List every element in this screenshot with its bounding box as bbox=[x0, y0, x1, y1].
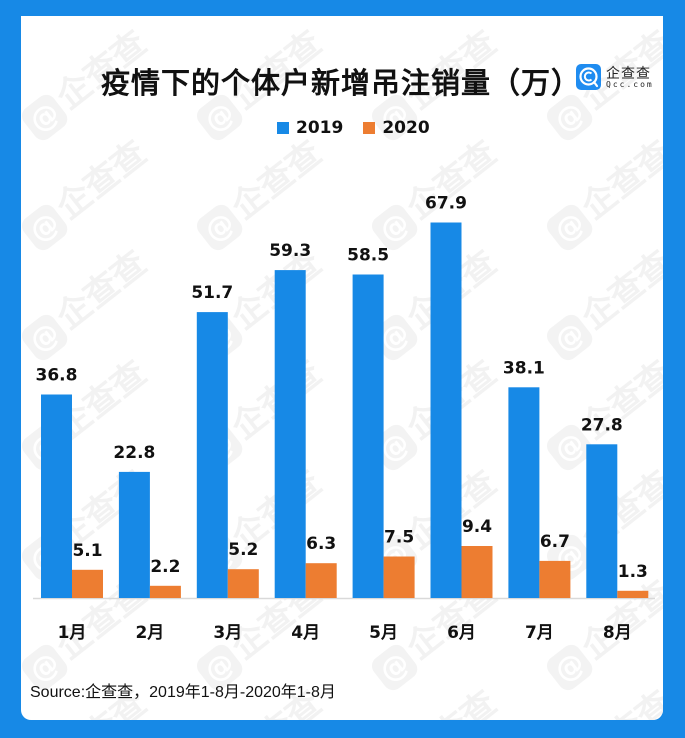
data-label-2020-5: 7.5 bbox=[384, 528, 414, 548]
bar-2019-3 bbox=[196, 312, 228, 598]
bar-2020-4 bbox=[305, 563, 337, 598]
data-label-2019-3: 51.7 bbox=[191, 283, 233, 303]
data-label-2020-8: 1.3 bbox=[618, 562, 648, 582]
x-tick-label: 4月 bbox=[291, 623, 320, 643]
bar-2019-8 bbox=[586, 444, 618, 598]
source-note: Source:企查查，2019年1-8月-2020年1-8月 bbox=[30, 684, 336, 701]
x-tick-label: 5月 bbox=[369, 623, 398, 643]
bar-2020-1 bbox=[72, 569, 103, 598]
bar-2019-6 bbox=[430, 222, 462, 598]
legend-label-2019: 2019 bbox=[296, 118, 344, 138]
x-tick-label: 1月 bbox=[58, 623, 87, 643]
x-tick-label: 7月 bbox=[525, 623, 554, 643]
data-label-2020-6: 9.4 bbox=[462, 517, 492, 537]
bar-2019-7 bbox=[508, 387, 540, 598]
bar-2019-5 bbox=[352, 274, 384, 598]
bar-chart: 36.8 5.1 1月 22.8 2.2 2月 51.7 5.2 3月 59.3 6.3 4月 58.5… bbox=[33, 194, 655, 643]
bar-2020-8 bbox=[617, 590, 649, 598]
data-label-2020-4: 6.3 bbox=[306, 534, 336, 554]
data-label-2019-5: 58.5 bbox=[347, 246, 389, 266]
data-label-2020-3: 5.2 bbox=[228, 540, 258, 560]
x-tick-label: 2月 bbox=[135, 623, 164, 643]
data-label-2020-2: 2.2 bbox=[150, 557, 180, 577]
chart-legend: 2019 2020 bbox=[277, 118, 450, 138]
chart-title: 疫情下的个体户新增吊注销量（万） bbox=[101, 66, 582, 100]
x-tick-label: 3月 bbox=[213, 623, 242, 643]
legend-swatch-2020 bbox=[363, 122, 376, 134]
data-label-2019-2: 22.8 bbox=[113, 443, 155, 463]
data-label-2020-7: 6.7 bbox=[540, 532, 570, 552]
brand-logo: 企查查 Qcc.com bbox=[576, 64, 663, 92]
x-tick-label: 6月 bbox=[447, 623, 476, 643]
data-label-2019-4: 59.3 bbox=[269, 241, 311, 261]
x-tick-label: 8月 bbox=[603, 623, 632, 643]
bar-2019-1 bbox=[41, 394, 72, 598]
bar-2020-2 bbox=[149, 585, 181, 598]
bar-2020-5 bbox=[383, 556, 415, 598]
chart-panel: @企查查@企查查@企查查@企查查@企查查@企查查@企查查@企查查@企查查@企查查… bbox=[21, 16, 663, 720]
qcc-logo-icon bbox=[576, 64, 601, 90]
legend-swatch-2019 bbox=[277, 122, 289, 134]
data-label-2019-8: 27.8 bbox=[581, 415, 623, 435]
bar-2020-6 bbox=[461, 546, 493, 598]
data-label-2019-6: 67.9 bbox=[425, 194, 467, 214]
bar-2020-7 bbox=[539, 560, 571, 598]
data-label-2020-1: 5.1 bbox=[72, 541, 102, 561]
data-label-2019-7: 38.1 bbox=[503, 358, 545, 378]
legend-item-2019: 2019 bbox=[277, 118, 343, 138]
bar-2019-4 bbox=[274, 270, 306, 598]
legend-item-2020: 2020 bbox=[363, 118, 430, 138]
bar-2019-2 bbox=[118, 471, 150, 598]
logo-brand-name: 企查查 bbox=[606, 66, 651, 82]
logo-domain: Qcc.com bbox=[606, 80, 654, 89]
data-label-2019-1: 36.8 bbox=[36, 366, 78, 386]
legend-label-2020: 2020 bbox=[382, 118, 430, 138]
bar-2020-3 bbox=[227, 569, 259, 598]
